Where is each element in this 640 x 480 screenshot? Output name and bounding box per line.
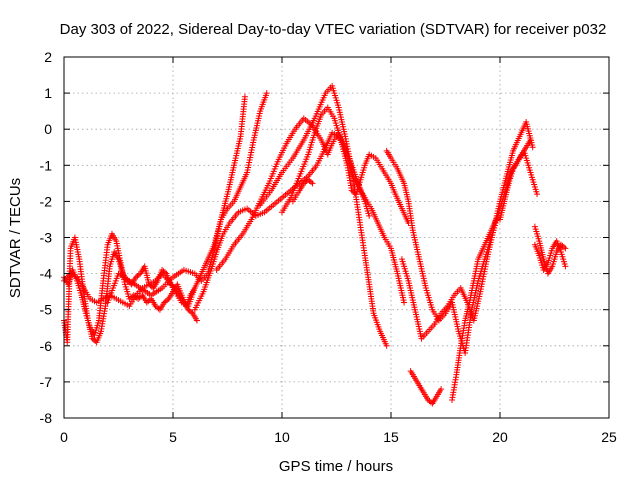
- data-point: [366, 212, 373, 219]
- series-track-12: [407, 368, 445, 407]
- data-point: [138, 293, 145, 300]
- data-point: [164, 297, 171, 304]
- data-point: [241, 93, 248, 100]
- y-tick-label: -6: [40, 338, 53, 354]
- series-track-8: [279, 104, 412, 227]
- data-point: [562, 245, 569, 252]
- data-point: [427, 399, 434, 406]
- y-tick-label: -4: [40, 266, 53, 282]
- series-track-13: [449, 212, 501, 403]
- series-track-14: [497, 137, 534, 223]
- chart-title: Day 303 of 2022, Sidereal Day-to-day VTE…: [60, 21, 607, 38]
- series-track-7: [257, 82, 390, 349]
- x-tick-label: 0: [60, 429, 68, 445]
- data-point: [562, 263, 569, 270]
- data-point: [135, 271, 142, 278]
- series-track-2: [61, 230, 198, 338]
- x-tick-label: 15: [383, 429, 399, 445]
- data-point: [263, 90, 270, 97]
- data-point: [155, 305, 162, 312]
- data-point: [146, 297, 153, 304]
- y-tick-label: -1: [40, 157, 53, 173]
- series-track-9: [289, 176, 316, 205]
- data-point: [193, 317, 200, 324]
- data-point: [308, 179, 315, 186]
- x-tick-label: 25: [601, 429, 617, 445]
- data-point: [529, 144, 536, 151]
- x-tick-label: 5: [169, 429, 177, 445]
- data-point: [494, 212, 501, 219]
- series-track-4: [104, 90, 270, 306]
- data-point: [188, 309, 195, 316]
- y-tick-label: 1: [44, 85, 52, 101]
- y-axis-label: SDTVAR / TECUs: [7, 178, 24, 298]
- grid: [64, 57, 609, 418]
- x-tick-label: 20: [492, 429, 508, 445]
- y-tick-label: 0: [44, 121, 52, 137]
- x-tick-label: 10: [274, 429, 290, 445]
- data-point: [383, 342, 390, 349]
- data-point: [309, 180, 316, 187]
- y-tick-label: 2: [44, 49, 52, 65]
- data-point: [401, 299, 408, 306]
- series-track-11: [398, 118, 536, 342]
- y-tick-label: -8: [40, 410, 53, 426]
- data-point: [438, 386, 445, 393]
- data-points: [61, 82, 569, 407]
- y-tick-label: -7: [40, 374, 53, 390]
- series-track-10: [383, 147, 541, 357]
- data-point: [527, 137, 534, 144]
- y-tick-label: -5: [40, 302, 53, 318]
- series-track-16: [531, 238, 569, 273]
- data-point: [534, 191, 541, 198]
- y-tick-label: -2: [40, 193, 53, 209]
- x-axis-label: GPS time / hours: [279, 458, 393, 475]
- axis-ticks: 0 5 10 15 20 25 -8 -7 -6 -5 -4 -3 -2 -1 0 1 2: [40, 49, 617, 445]
- y-tick-label: -3: [40, 230, 53, 246]
